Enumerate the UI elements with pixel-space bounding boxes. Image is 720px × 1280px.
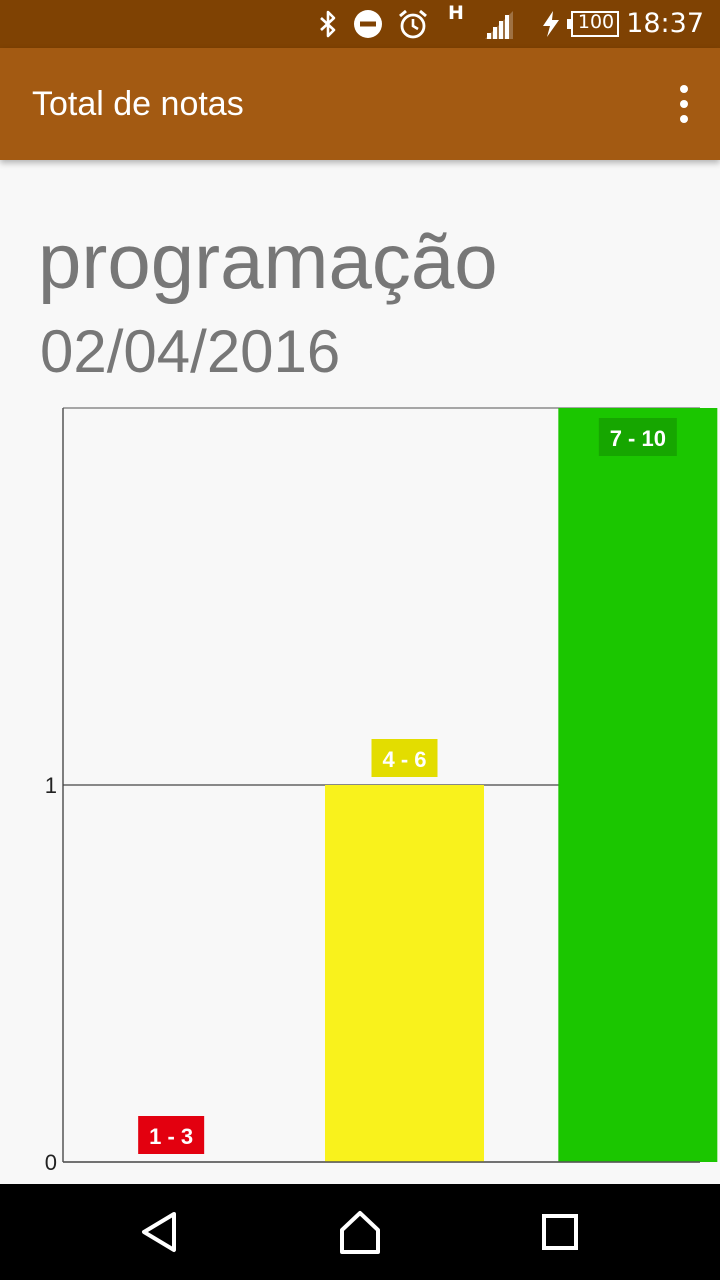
back-icon[interactable] <box>136 1208 184 1256</box>
bar-label: 7 - 10 <box>610 426 666 451</box>
home-icon[interactable] <box>336 1208 384 1256</box>
navigation-bar <box>0 1184 720 1280</box>
charging-icon <box>540 6 562 42</box>
bar-label-bg <box>138 1116 205 1154</box>
date-label: 02/04/2016 <box>40 318 341 385</box>
battery-icon <box>566 6 620 42</box>
bar-label-bg <box>371 739 438 777</box>
more-vert-icon[interactable] <box>668 78 700 130</box>
y-tick-label: 0 <box>45 1150 57 1175</box>
battery-level: 100 <box>577 11 615 33</box>
signal-icon <box>482 6 516 42</box>
do-not-disturb-icon <box>352 6 384 42</box>
bar-label: 4 - 6 <box>382 747 426 772</box>
network-h-icon: H <box>448 2 464 24</box>
bar-chart: 0 1 1 - 3 4 - 6 7 - 10 <box>45 407 718 1175</box>
bar <box>558 408 718 1162</box>
bar-label-bg <box>598 418 677 456</box>
alarm-icon <box>396 6 430 42</box>
app-bar: Total de notas <box>0 48 720 160</box>
bar-label: 1 - 3 <box>149 1124 193 1149</box>
y-tick-label: 1 <box>45 773 57 798</box>
recents-icon[interactable] <box>536 1208 584 1256</box>
app-title: Total de notas <box>32 85 244 123</box>
bluetooth-icon <box>314 6 342 42</box>
status-bar: H 100 18:37 <box>0 0 720 48</box>
subject-title: programação <box>38 217 498 305</box>
bar <box>325 785 484 1162</box>
clock: 18:37 <box>626 8 704 39</box>
